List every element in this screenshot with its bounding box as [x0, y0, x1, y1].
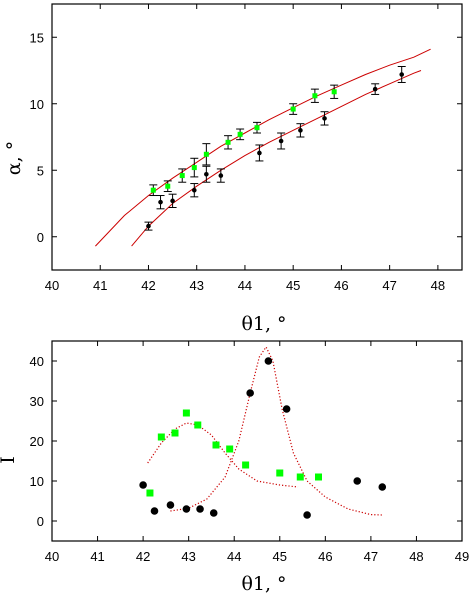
bottom-series-1-point [194, 421, 202, 429]
top-x-tick-label: 46 [334, 278, 348, 293]
top-series-0-point [399, 72, 405, 77]
bottom-x-tick-label: 48 [409, 549, 423, 564]
top-x-tick-label: 42 [141, 278, 155, 293]
bottom-series-1-point [276, 469, 284, 477]
bottom-series-1-point [226, 445, 234, 453]
bottom-plot-area: 40 41 42 43 44 45 46 47 48 49 0 10 20 30 40 [30, 341, 469, 564]
bottom-series-3-line [170, 345, 383, 516]
top-plot-frame [51, 3, 463, 271]
bottom-series-1-point [296, 473, 304, 481]
bottom-series-0-point [246, 389, 254, 397]
bottom-series-1-point [212, 441, 220, 449]
top-x-axis-title: θ1, ° [241, 313, 286, 335]
top-series-1-point [165, 183, 171, 189]
top-series-2-line [95, 48, 431, 247]
bottom-x-tick-label: 44 [227, 549, 241, 564]
bottom-series-1-point [171, 429, 179, 437]
top-y-tick-label: 5 [37, 163, 44, 178]
bottom-series-0-point [378, 483, 387, 491]
bottom-series-2-line [147, 422, 299, 488]
top-series-1-point [150, 187, 156, 193]
top-x-tick-label: 47 [382, 278, 396, 293]
bottom-series-1-point [315, 473, 322, 481]
bottom-x-tick-label: 49 [455, 549, 469, 564]
bottom-x-tick-label: 45 [273, 549, 287, 564]
top-series-0-point [170, 198, 175, 204]
top-y-axis-title: α, ° [3, 141, 25, 175]
top-series-1-point [254, 125, 260, 131]
top-x-tick-label: 48 [431, 278, 445, 293]
top-series-0-point [191, 187, 197, 193]
top-series-0-point [204, 171, 209, 177]
top-series-1-point [203, 151, 209, 157]
bottom-series-1-point [182, 409, 190, 417]
top-x-tick-label: 45 [286, 278, 300, 293]
top-series-0-point [257, 150, 262, 156]
bottom-series-1-point [242, 461, 250, 469]
bottom-y-tick-label: 20 [30, 434, 44, 449]
bottom-y-tick-label: 10 [30, 474, 44, 489]
bottom-series-0-point [182, 505, 191, 513]
top-series-1-point [312, 93, 318, 99]
bottom-series-0-point [353, 477, 362, 485]
bottom-series-0-point [150, 507, 159, 515]
bottom-y-tick-label: 30 [30, 394, 44, 409]
top-series-0-point [322, 116, 327, 121]
top-series-1-point [237, 131, 243, 137]
bottom-x-axis-title: θ1, ° [241, 573, 286, 595]
bottom-series-0-point [166, 501, 175, 509]
bottom-series-0-point [209, 509, 218, 517]
top-series-1-point [225, 139, 231, 145]
top-series-1-point [290, 106, 296, 112]
bottom-series-0-point [139, 481, 147, 489]
bottom-y-axis-title: I [0, 456, 19, 464]
top-series-0-point [146, 223, 151, 229]
bottom-x-tick-label: 47 [364, 549, 378, 564]
top-series-0-point [298, 128, 303, 133]
bottom-y-tick-label: 0 [37, 514, 44, 529]
bottom-series-0-point [282, 405, 291, 413]
bottom-series-1-point [157, 433, 165, 441]
top-series-1-point [179, 173, 185, 179]
top-x-tick-label: 44 [238, 278, 252, 293]
top-y-tick-label: 0 [37, 230, 44, 245]
top-series-0-point [372, 86, 378, 92]
bottom-x-tick-label: 40 [45, 549, 59, 564]
top-series-0-point [278, 138, 284, 144]
top-y-tick-label: 15 [30, 30, 44, 45]
top-series-3-line [131, 70, 422, 247]
top-series-1-point [191, 165, 197, 171]
bottom-x-tick-label: 41 [90, 549, 104, 564]
top-x-tick-label: 40 [45, 278, 59, 293]
top-plot-area: 40 41 42 43 44 45 46 47 48 0 5 10 15 [30, 4, 462, 293]
bottom-x-tick-label: 46 [318, 549, 332, 564]
top-x-tick-label: 43 [189, 278, 203, 293]
bottom-series-0-point [303, 511, 311, 519]
bottom-series-1-point [146, 489, 154, 497]
bottom-y-tick-label: 40 [30, 354, 44, 369]
top-x-tick-label: 41 [93, 278, 107, 293]
top-y-tick-label: 10 [30, 97, 44, 112]
bottom-series-0-point [264, 357, 273, 365]
top-series-0-point [218, 173, 224, 178]
top-series-0-point [158, 199, 163, 205]
bottom-x-tick-label: 42 [136, 549, 150, 564]
bottom-plot-frame [51, 340, 463, 542]
bottom-series-0-point [196, 505, 204, 513]
top-series-1-point [331, 89, 337, 95]
bottom-x-tick-label: 43 [181, 549, 195, 564]
